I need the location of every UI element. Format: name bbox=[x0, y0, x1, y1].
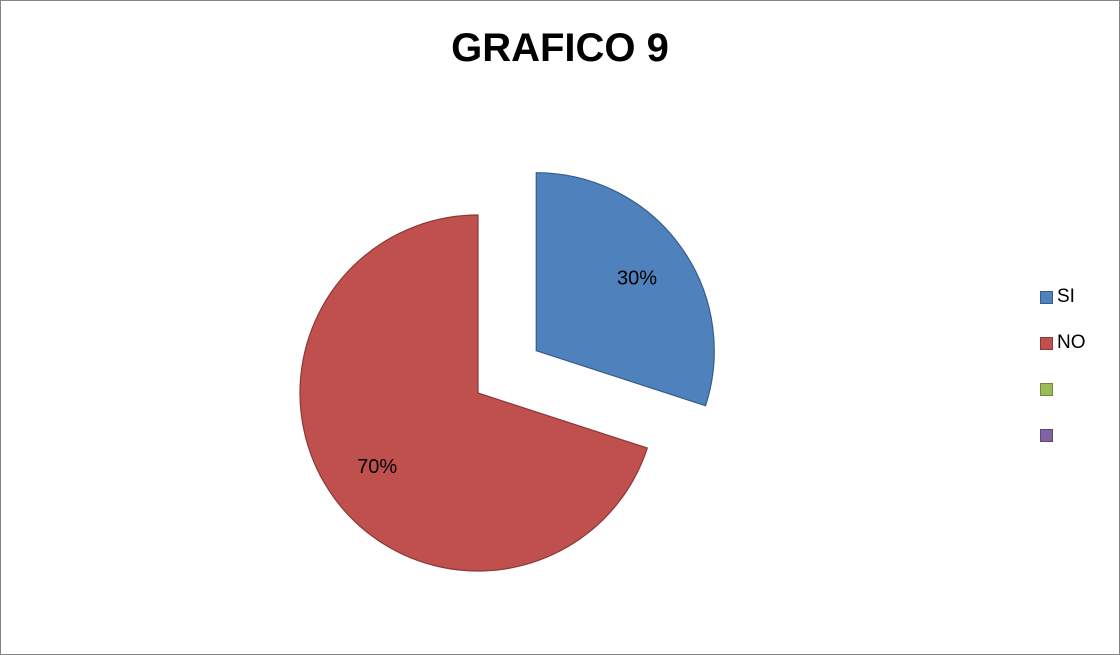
legend-swatch bbox=[1040, 383, 1053, 396]
legend-swatch bbox=[1040, 291, 1053, 304]
pie-slice-si bbox=[535, 172, 715, 407]
data-label-si: 30% bbox=[617, 267, 657, 289]
legend-swatch bbox=[1040, 429, 1053, 442]
legend-item-3 bbox=[1040, 378, 1086, 424]
legend-item-1: SI bbox=[1040, 286, 1086, 332]
data-label-no: 70% bbox=[357, 456, 397, 478]
legend: SI NO bbox=[1040, 286, 1086, 470]
legend-item-4 bbox=[1040, 424, 1086, 470]
legend-label: NO bbox=[1057, 332, 1086, 353]
legend-swatch bbox=[1040, 337, 1053, 350]
pie-slice-no bbox=[299, 214, 649, 572]
chart-title: GRAFICO 9 bbox=[451, 26, 669, 70]
legend-label: SI bbox=[1057, 286, 1075, 307]
legend-item-2: NO bbox=[1040, 332, 1086, 378]
